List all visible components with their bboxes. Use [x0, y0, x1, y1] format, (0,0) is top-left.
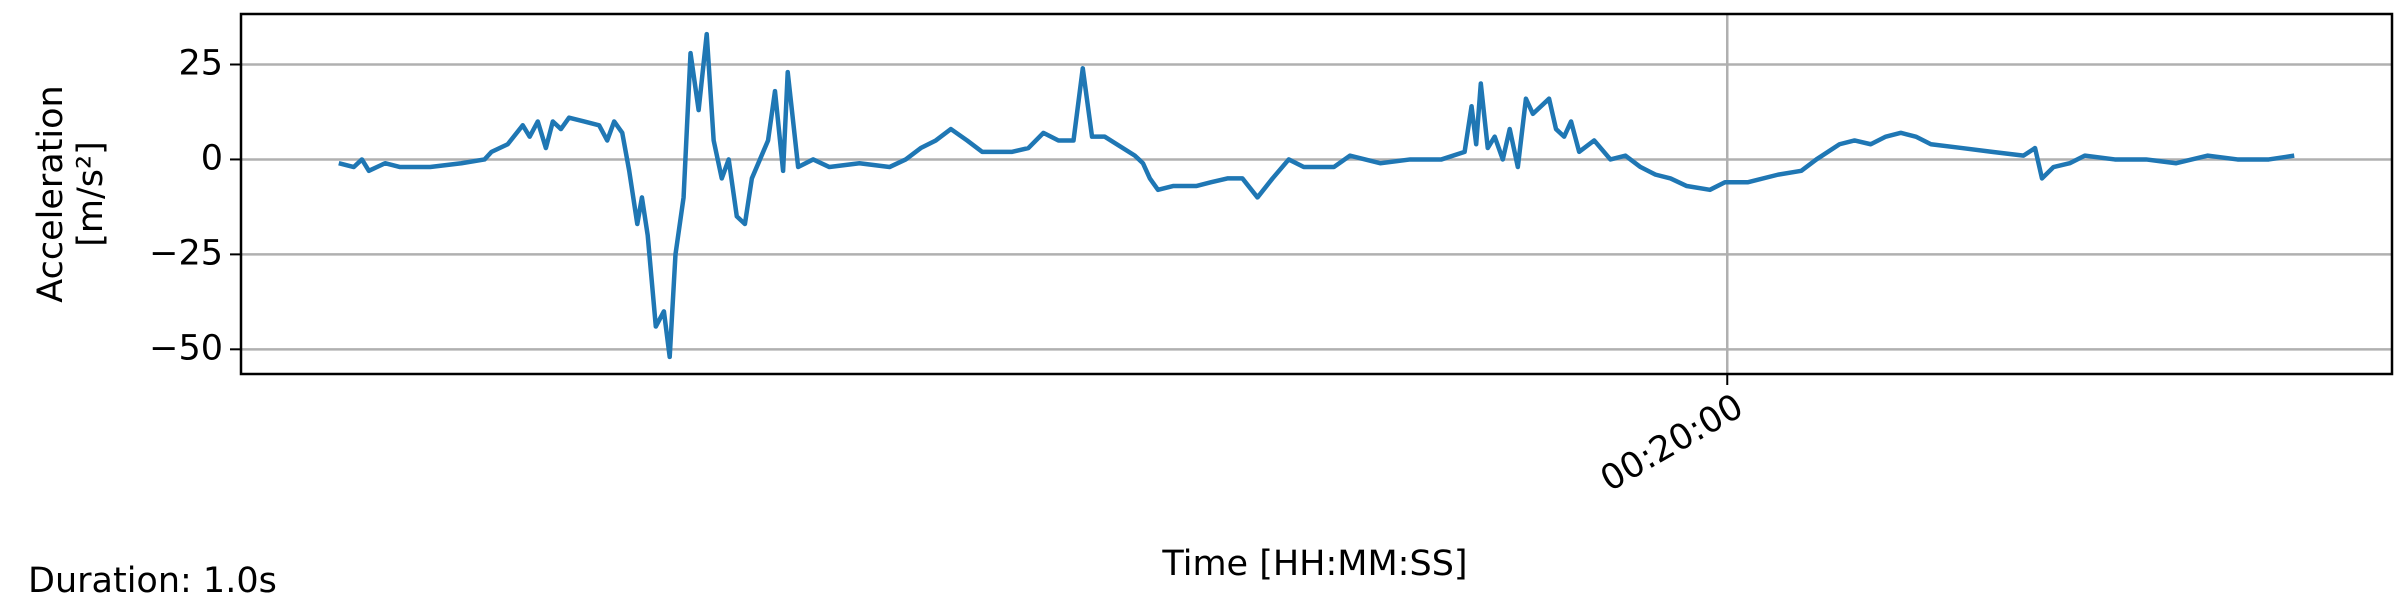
y-tick-label: −25 [149, 233, 223, 273]
y-tick-label: −50 [149, 328, 223, 368]
y-tick-label: 0 [201, 138, 223, 178]
y-label: [m/s²] [71, 141, 111, 246]
x-tick-label: 00:20:00 [1594, 387, 1750, 500]
x-label: Time [HH:MM:SS] [1161, 544, 1467, 584]
y-label: Acceleration [31, 85, 71, 303]
annotation: Duration: 1.0s [28, 561, 277, 600]
data-line [338, 31, 2295, 360]
y-label-group: Acceleration [m/s²] [31, 85, 111, 303]
y-tick-label: 25 [178, 44, 223, 84]
plot-frame [239, 12, 2394, 376]
